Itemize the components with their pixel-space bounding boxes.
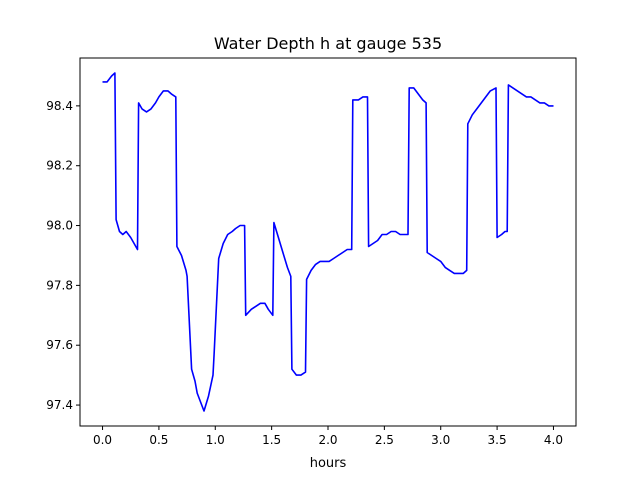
x-tick-label: 2.5 xyxy=(375,433,394,447)
y-tick-label: 97.8 xyxy=(46,278,73,292)
y-tick-label: 98.4 xyxy=(46,99,73,113)
y-axis-ticks: 97.4 97.6 97.8 98.0 98.2 98.4 xyxy=(46,99,80,412)
y-tick-label: 97.4 xyxy=(46,398,73,412)
y-tick-label: 97.6 xyxy=(46,338,73,352)
x-tick-label: 0.5 xyxy=(149,433,168,447)
water-depth-series-line xyxy=(102,72,554,412)
x-axis-label: hours xyxy=(310,456,347,471)
x-tick-label: 1.0 xyxy=(206,433,225,447)
plot-area-frame xyxy=(79,57,577,427)
x-axis-ticks: 0.0 0.5 1.0 1.5 2.0 2.5 3.0 3.5 4.0 xyxy=(93,426,563,447)
y-tick-label: 98.2 xyxy=(46,159,73,173)
x-tick-label: 1.5 xyxy=(262,433,281,447)
y-tick-label: 98.0 xyxy=(46,219,73,233)
chart-title: Water Depth h at gauge 535 xyxy=(214,34,442,53)
x-tick-label: 3.0 xyxy=(431,433,450,447)
plot-lines xyxy=(102,72,554,412)
x-tick-label: 3.5 xyxy=(488,433,507,447)
x-tick-label: 2.0 xyxy=(318,433,337,447)
x-tick-label: 4.0 xyxy=(544,433,563,447)
x-tick-label: 0.0 xyxy=(93,433,112,447)
